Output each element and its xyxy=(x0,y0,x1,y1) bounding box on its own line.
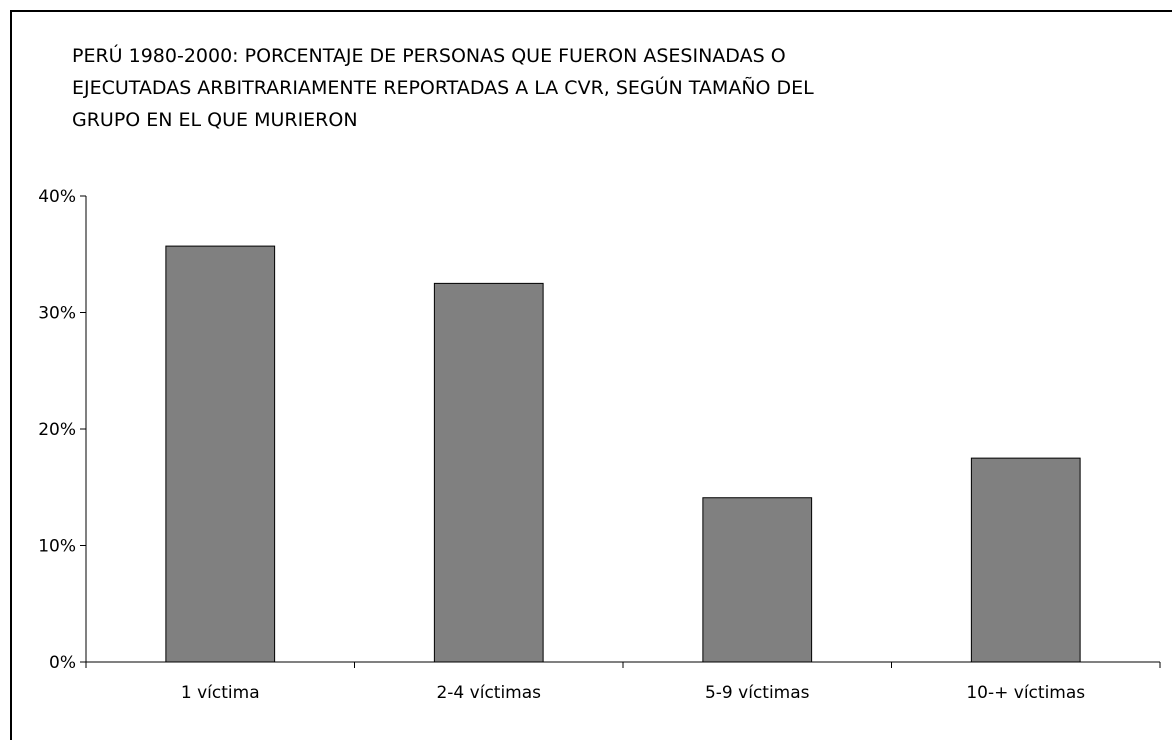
x-tick-label: 1 víctima xyxy=(181,683,260,703)
y-axis: 0% 10% 20% 30% 40% xyxy=(38,187,87,673)
x-tick-label: 10-+ víctimas xyxy=(966,683,1085,703)
y-tick-label: 20% xyxy=(38,420,76,440)
y-tick-label: 30% xyxy=(38,304,76,324)
y-tick-label: 40% xyxy=(38,187,76,207)
bar xyxy=(970,457,1081,663)
chart-frame xyxy=(10,10,1172,740)
bar xyxy=(702,497,813,663)
chart-title: PERÚ 1980-2000: PORCENTAJE DE PERSONAS Q… xyxy=(72,45,814,131)
y-tick-label: 0% xyxy=(49,653,76,673)
bars xyxy=(165,245,1081,663)
bar xyxy=(433,282,544,663)
x-axis: 1 víctima 2-4 víctimas 5-9 víctimas 10-+ ví… xyxy=(85,661,1161,703)
x-tick-label: 2-4 víctimas xyxy=(436,683,541,703)
y-tick-label: 10% xyxy=(38,537,76,557)
bar xyxy=(165,245,276,663)
x-tick-label: 5-9 víctimas xyxy=(705,683,810,703)
